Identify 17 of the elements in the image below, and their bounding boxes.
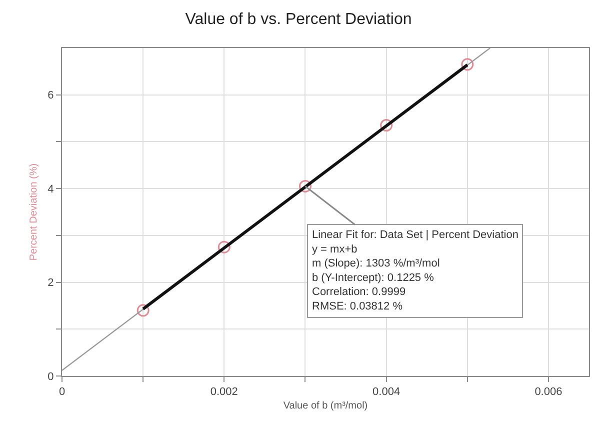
x-axis-title: Value of b (m³/mol) bbox=[283, 400, 368, 412]
x-tick-label: 0.006 bbox=[534, 386, 562, 398]
point bbox=[136, 304, 150, 317]
y-axis-title: Percent Deviation (%) bbox=[28, 163, 40, 261]
annotation: Linear Fit for: Data Set | Percent Deviation y = mx+b m (Slope): 1303 %/m³/mol b (Y-Intercept): 0.1225 % Correlation: 0.9999 RMSE: 0.03812 % bbox=[312, 229, 518, 312]
x-tick-label: 0.002 bbox=[210, 386, 238, 398]
point bbox=[461, 58, 474, 71]
point bbox=[380, 119, 393, 132]
x-tick-label: 0.004 bbox=[372, 386, 400, 398]
chart-title: Value of b vs. Percent Deviation bbox=[185, 10, 412, 28]
y-tick-label: 6 bbox=[48, 90, 54, 102]
point bbox=[298, 180, 312, 192]
x-tick-label: 0 bbox=[58, 386, 66, 398]
y-tick-label: 0 bbox=[48, 370, 54, 383]
y-tick-label: 2 bbox=[48, 277, 54, 290]
y-tick-label: 4 bbox=[48, 183, 54, 196]
point bbox=[218, 240, 230, 254]
